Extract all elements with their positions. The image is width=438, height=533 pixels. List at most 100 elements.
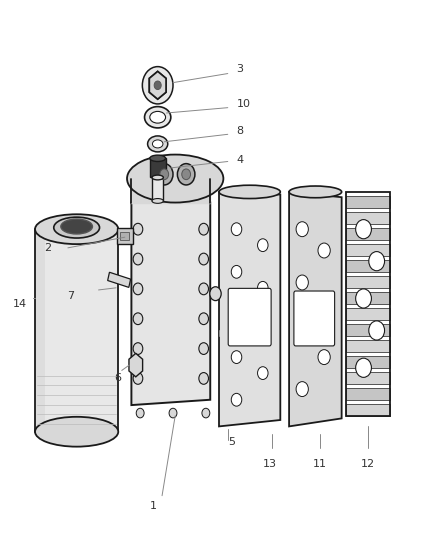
Circle shape [296,222,308,237]
Circle shape [356,220,371,239]
Text: 11: 11 [313,459,327,469]
Circle shape [133,343,143,354]
Bar [346,372,390,384]
Bar [346,404,390,416]
Ellipse shape [145,107,171,128]
Circle shape [199,283,208,295]
Circle shape [231,308,242,321]
Circle shape [231,351,242,364]
Ellipse shape [289,186,342,198]
Bar [346,192,390,416]
Ellipse shape [35,417,118,447]
Bar [346,196,390,208]
Text: 8: 8 [237,126,244,135]
Ellipse shape [148,136,168,152]
Text: 1: 1 [150,502,157,511]
Text: 14: 14 [13,299,27,309]
Bar [35,229,118,432]
Circle shape [202,408,210,418]
Circle shape [231,265,242,278]
Circle shape [296,275,308,290]
Polygon shape [149,71,166,99]
Circle shape [142,67,173,104]
Ellipse shape [35,214,118,244]
Ellipse shape [152,175,163,180]
Bar [346,356,390,368]
Bar [346,324,390,336]
Text: 7: 7 [67,291,74,301]
Circle shape [231,223,242,236]
Circle shape [318,243,330,258]
Circle shape [318,296,330,311]
Circle shape [160,169,169,180]
Circle shape [231,393,242,406]
Circle shape [369,252,385,271]
Text: 6: 6 [114,374,121,383]
Circle shape [154,81,161,90]
Text: 9: 9 [228,336,235,346]
Bar [152,177,163,201]
Circle shape [318,350,330,365]
Bar [346,292,390,304]
Circle shape [258,324,268,337]
Text: 3: 3 [237,64,244,74]
Text: 4: 4 [237,155,244,165]
Bar [120,232,129,240]
Ellipse shape [219,185,280,199]
Bar [346,276,390,288]
Circle shape [199,343,208,354]
Circle shape [133,223,143,235]
Circle shape [296,328,308,343]
Circle shape [133,253,143,265]
Circle shape [258,239,268,252]
Circle shape [182,169,191,180]
Ellipse shape [152,140,163,148]
Polygon shape [149,71,166,99]
Circle shape [356,289,371,308]
Circle shape [199,373,208,384]
Text: 12: 12 [361,459,375,469]
Text: 2: 2 [44,243,51,253]
Circle shape [296,382,308,397]
Bar [346,308,390,320]
Circle shape [258,367,268,379]
Ellipse shape [150,111,166,123]
Ellipse shape [54,217,99,238]
Ellipse shape [152,198,163,204]
Bar [150,158,166,177]
Circle shape [133,283,143,295]
Bar [35,229,46,432]
Circle shape [133,373,143,384]
Bar [346,340,390,352]
Ellipse shape [61,219,92,234]
Circle shape [136,408,144,418]
Text: 10: 10 [237,99,251,109]
Ellipse shape [127,155,223,203]
Text: 13: 13 [262,459,276,469]
Polygon shape [289,192,342,426]
Bar [117,228,133,244]
Bar [346,388,390,400]
Circle shape [133,313,143,325]
FancyBboxPatch shape [228,288,271,346]
Bar [346,228,390,240]
Bar [346,244,390,256]
Circle shape [199,313,208,325]
Circle shape [210,287,221,301]
Polygon shape [131,203,210,405]
Ellipse shape [150,155,166,161]
Bar [346,260,390,272]
Circle shape [199,253,208,265]
FancyBboxPatch shape [294,291,335,346]
Circle shape [177,164,195,185]
Circle shape [369,321,385,340]
Bar [346,212,390,224]
Circle shape [155,164,173,185]
Circle shape [356,358,371,377]
Circle shape [199,223,208,235]
Circle shape [169,408,177,418]
Polygon shape [219,192,280,426]
Bar [108,272,131,287]
Polygon shape [129,353,143,377]
Circle shape [258,281,268,294]
